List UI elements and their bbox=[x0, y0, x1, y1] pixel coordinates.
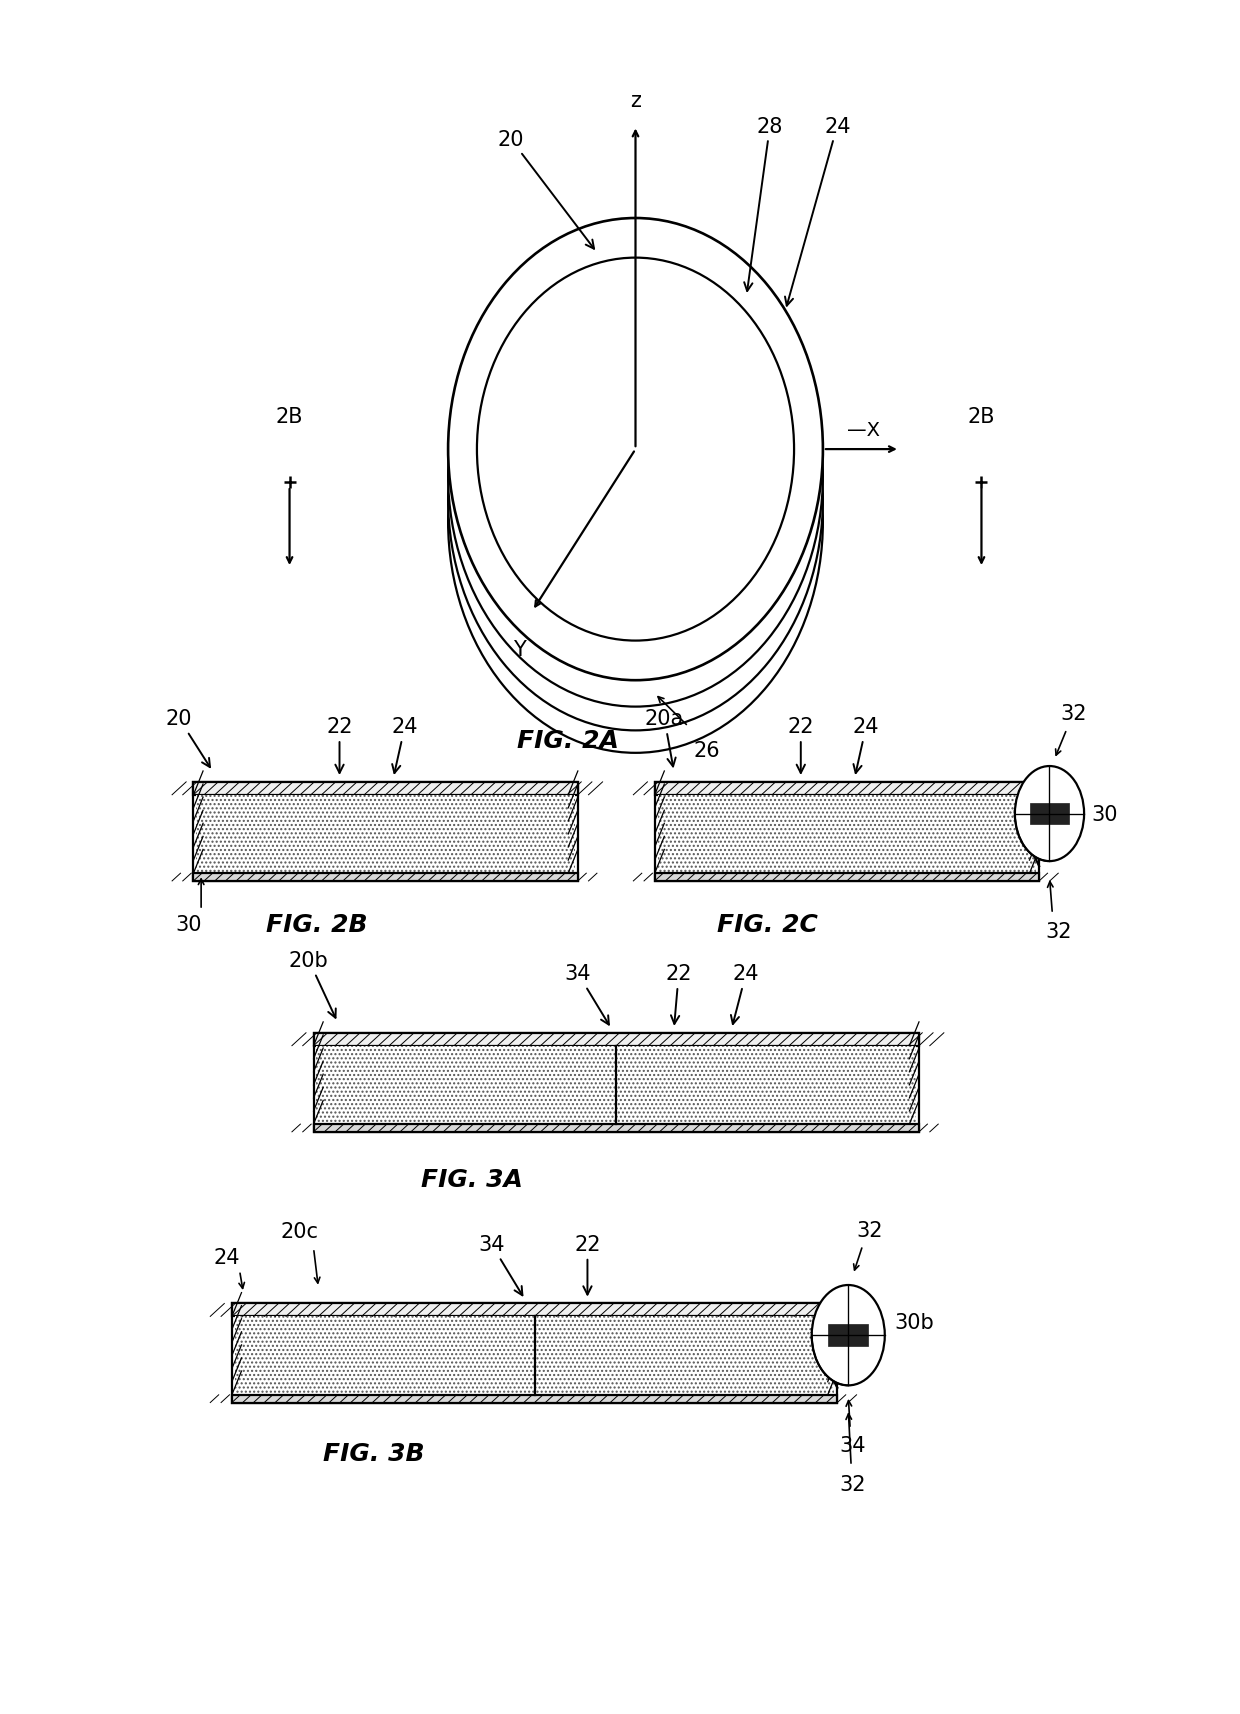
Text: FIG. 3A: FIG. 3A bbox=[422, 1167, 523, 1191]
Text: FIG. 2C: FIG. 2C bbox=[717, 914, 818, 938]
Text: 24: 24 bbox=[392, 716, 418, 773]
Text: 30: 30 bbox=[175, 915, 202, 934]
Text: 22: 22 bbox=[787, 716, 813, 773]
Ellipse shape bbox=[448, 291, 823, 754]
Bar bbox=[314, 1124, 919, 1133]
Bar bbox=[193, 782, 578, 881]
Text: 32: 32 bbox=[1060, 704, 1086, 723]
Text: 24: 24 bbox=[730, 963, 759, 1025]
Bar bbox=[234, 1316, 835, 1397]
Text: FIG. 2A: FIG. 2A bbox=[517, 728, 619, 752]
Bar bbox=[314, 1034, 919, 1133]
Ellipse shape bbox=[448, 219, 823, 680]
Text: 2B: 2B bbox=[967, 406, 996, 427]
Text: 26: 26 bbox=[693, 740, 719, 761]
Circle shape bbox=[812, 1286, 885, 1385]
Text: 20b: 20b bbox=[289, 951, 336, 1018]
Text: 24: 24 bbox=[213, 1248, 241, 1268]
Text: 22: 22 bbox=[666, 963, 692, 1025]
Text: FIG. 2B: FIG. 2B bbox=[265, 914, 367, 938]
Bar bbox=[655, 874, 1039, 881]
Text: 22: 22 bbox=[574, 1234, 600, 1294]
Text: Y: Y bbox=[513, 639, 526, 660]
Text: 2B: 2B bbox=[275, 406, 304, 427]
Text: 34: 34 bbox=[479, 1234, 522, 1296]
Text: 20: 20 bbox=[166, 710, 210, 768]
Bar bbox=[232, 1395, 837, 1402]
Bar bbox=[655, 782, 1039, 795]
Text: FIG. 3B: FIG. 3B bbox=[324, 1441, 424, 1465]
Text: 24: 24 bbox=[853, 716, 879, 773]
Text: 20a: 20a bbox=[645, 710, 684, 766]
Text: 32: 32 bbox=[839, 1474, 867, 1495]
Text: 30b: 30b bbox=[894, 1313, 934, 1332]
Bar bbox=[232, 1304, 837, 1316]
Bar bbox=[193, 782, 578, 795]
Text: 30: 30 bbox=[1091, 804, 1118, 824]
Bar bbox=[1030, 804, 1069, 824]
Bar bbox=[655, 782, 1039, 881]
Bar bbox=[196, 795, 575, 876]
Ellipse shape bbox=[477, 259, 794, 641]
Ellipse shape bbox=[448, 269, 823, 730]
Text: 34: 34 bbox=[839, 1435, 867, 1455]
Text: z: z bbox=[630, 91, 641, 111]
Text: 32: 32 bbox=[856, 1220, 883, 1239]
Text: 20: 20 bbox=[497, 130, 594, 250]
Bar bbox=[314, 1034, 919, 1046]
Bar bbox=[193, 874, 578, 881]
Bar bbox=[316, 1046, 916, 1126]
Bar bbox=[828, 1325, 868, 1347]
Bar bbox=[232, 1304, 837, 1402]
Ellipse shape bbox=[448, 245, 823, 708]
Text: 32: 32 bbox=[1045, 922, 1073, 941]
Text: 22: 22 bbox=[326, 716, 352, 773]
Text: 34: 34 bbox=[564, 963, 609, 1025]
Text: 28: 28 bbox=[744, 117, 784, 291]
Bar bbox=[657, 795, 1037, 876]
Text: —X: —X bbox=[847, 420, 880, 439]
Text: 20c: 20c bbox=[280, 1220, 319, 1241]
Text: 24: 24 bbox=[785, 117, 851, 307]
Circle shape bbox=[1014, 766, 1084, 862]
